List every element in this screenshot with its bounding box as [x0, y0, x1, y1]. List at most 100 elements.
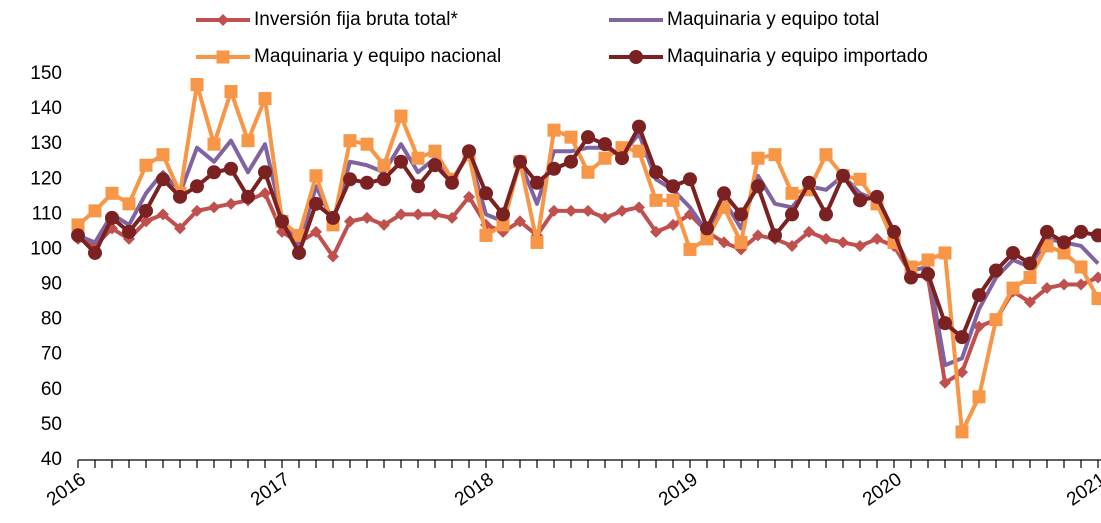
- data-point: [71, 218, 85, 232]
- data-point: [598, 151, 612, 165]
- data-point: [564, 130, 578, 144]
- data-point: [241, 189, 255, 204]
- data-point: [752, 229, 764, 242]
- data-point: [547, 123, 561, 137]
- data-point: [88, 204, 102, 218]
- data-point: [1006, 281, 1020, 295]
- legend-label: Maquinaria y equipo total: [667, 9, 879, 30]
- data-point: [803, 225, 815, 238]
- data-point: [327, 250, 339, 263]
- data-point: [479, 186, 493, 201]
- x-tick-label: 2019: [655, 469, 702, 510]
- data-point: [938, 316, 952, 331]
- data-point: [564, 154, 578, 169]
- data-point: [819, 207, 833, 222]
- data-point: [88, 245, 102, 260]
- data-point: [1041, 282, 1053, 295]
- legend-marker: [217, 14, 229, 26]
- y-tick-label: 70: [41, 344, 62, 365]
- data-point: [156, 172, 170, 187]
- data-point: [921, 253, 935, 267]
- data-point: [122, 224, 136, 239]
- series-line: [76, 124, 1099, 340]
- data-point: [802, 175, 816, 190]
- data-point: [275, 214, 289, 229]
- data-point: [140, 215, 152, 228]
- data-point: [207, 165, 221, 180]
- data-point: [191, 204, 203, 217]
- data-point: [700, 221, 714, 236]
- data-point: [633, 201, 645, 214]
- data-point: [820, 232, 832, 245]
- y-tick-label: 120: [30, 168, 62, 189]
- data-point: [208, 201, 220, 214]
- y-tick-label: 40: [41, 449, 62, 470]
- data-point: [429, 208, 441, 221]
- data-point: [378, 218, 390, 231]
- data-point: [1058, 278, 1070, 291]
- data-point: [751, 151, 765, 165]
- data-point: [972, 390, 986, 404]
- data-point: [496, 218, 510, 232]
- data-point: [190, 179, 204, 194]
- data-point: [853, 193, 867, 208]
- data-point: [956, 366, 968, 379]
- data-point: [1024, 296, 1036, 309]
- data-point: [666, 193, 680, 207]
- data-point: [649, 165, 663, 180]
- data-point: [122, 197, 136, 211]
- data-point: [836, 168, 850, 183]
- data-point: [819, 148, 833, 162]
- data-point: [394, 109, 408, 123]
- data-point: [667, 218, 679, 231]
- data-point: [394, 154, 408, 169]
- y-tick-label: 140: [30, 98, 62, 119]
- data-point: [344, 215, 356, 228]
- data-point: [972, 288, 986, 303]
- data-point: [207, 137, 221, 151]
- data-point: [1040, 239, 1054, 253]
- series-line: [77, 131, 1100, 368]
- data-point: [343, 172, 357, 187]
- data-point: [1057, 235, 1071, 250]
- data-point: [1091, 228, 1101, 243]
- data-point: [904, 270, 918, 285]
- data-point: [530, 175, 544, 190]
- data-point: [1074, 260, 1088, 274]
- data-point: [632, 119, 646, 134]
- data-point: [939, 376, 951, 389]
- data-point: [343, 134, 357, 148]
- data-point: [513, 154, 527, 169]
- data-point: [955, 330, 969, 345]
- data-point: [785, 207, 799, 222]
- data-point: [479, 228, 493, 242]
- data-point: [361, 211, 373, 224]
- data-point: [445, 175, 459, 190]
- data-point: [734, 235, 748, 249]
- data-point: [854, 239, 866, 252]
- y-tick-label: 50: [41, 414, 62, 435]
- data-point: [599, 211, 611, 224]
- data-point: [785, 186, 799, 200]
- data-point: [310, 225, 322, 238]
- data-point: [1023, 271, 1037, 285]
- x-tick-label: 2017: [247, 469, 294, 510]
- data-point: [224, 161, 238, 176]
- data-point: [717, 186, 731, 201]
- data-point: [225, 197, 237, 210]
- data-point: [565, 204, 577, 217]
- data-point: [292, 245, 306, 260]
- data-point: [530, 235, 544, 249]
- data-point: [837, 236, 849, 249]
- data-point: [395, 208, 407, 221]
- legend-label: Maquinaria y equipo importado: [667, 46, 928, 67]
- data-point: [768, 148, 782, 162]
- data-point: [139, 158, 153, 172]
- data-point: [870, 189, 884, 204]
- x-tick-label: 2020: [859, 469, 906, 510]
- data-point: [1092, 271, 1101, 284]
- data-point: [428, 144, 442, 158]
- x-tick-label: 2018: [451, 469, 498, 510]
- data-point: [955, 425, 969, 439]
